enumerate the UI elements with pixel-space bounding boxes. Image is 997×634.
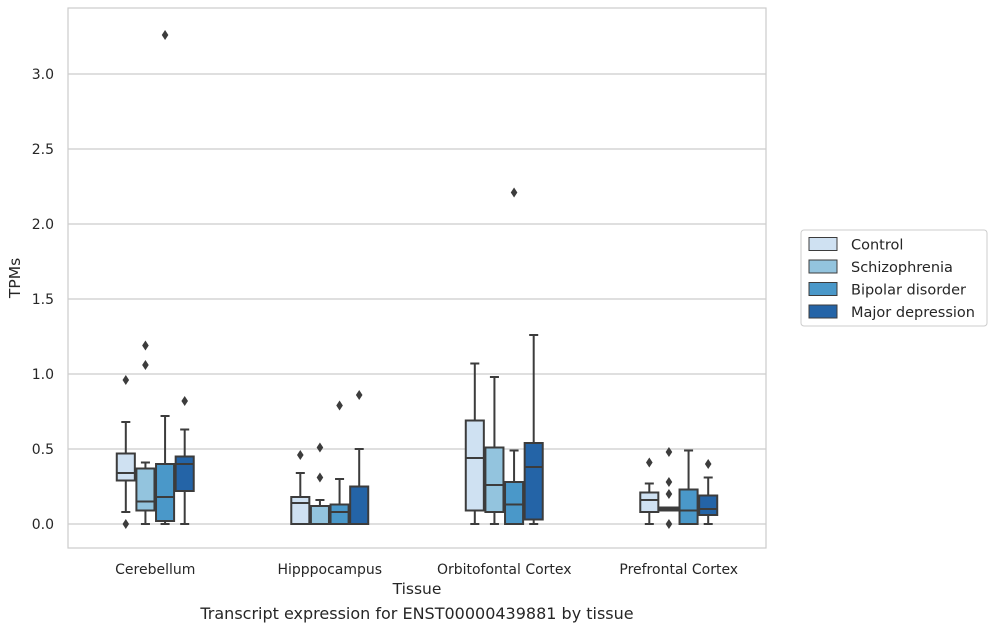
box-group (639, 457, 660, 525)
legend-entry-label: Major depression (851, 305, 975, 321)
outlier-point (316, 442, 324, 453)
box-iqr (639, 491, 660, 513)
x-tick-label: Hipppocampus (277, 562, 382, 578)
box-group (329, 400, 350, 525)
legend-frame (800, 229, 988, 327)
y-tick-label: 1.0 (32, 367, 54, 383)
outlier-point (646, 457, 653, 468)
box-group (678, 449, 699, 525)
box-iqr (174, 455, 195, 492)
x-axis-label: Tissue (392, 580, 442, 598)
box-group (115, 375, 136, 529)
outlier-point (122, 375, 130, 385)
box-iqr (115, 452, 136, 482)
box-iqr (290, 496, 311, 525)
outlier-point (316, 472, 324, 483)
box-group (464, 362, 485, 525)
box-group (135, 340, 156, 525)
box-iqr (155, 463, 176, 522)
legend-entry-label: Control (851, 238, 903, 254)
legend: Control Schizophrenia Bipolar disorder Majo… (800, 229, 988, 327)
figure-caption: Transcript expression for ENST0000043988… (200, 604, 634, 623)
box-iqr (135, 467, 156, 512)
box-iqr (678, 488, 699, 525)
box-group (155, 30, 176, 525)
x-tick-label: Cerebellum (115, 562, 195, 578)
outlier-point (510, 187, 518, 198)
grid-lines (68, 73, 766, 525)
box-group (504, 187, 525, 525)
legend-swatch (808, 237, 838, 251)
outlier-point (355, 390, 363, 400)
outlier-point (297, 450, 304, 460)
outlier-point (142, 340, 149, 351)
y-axis-label: TPMs (6, 258, 24, 299)
legend-swatch (808, 304, 838, 319)
box-iqr (484, 446, 505, 513)
box-group (349, 390, 370, 525)
box-iqr (329, 503, 350, 525)
outlier-point (665, 477, 673, 487)
outlier-point (336, 400, 343, 411)
legend-entry-label: Schizophrenia (851, 260, 953, 276)
legend-entry-label: Bipolar disorder (851, 283, 966, 299)
plot-frame (67, 7, 767, 549)
y-tick-label: 3.0 (32, 67, 54, 83)
box-group (658, 447, 679, 529)
y-axis-ticks: 0.0 0.5 1.0 1.5 2.0 2.5 3.0 (32, 67, 54, 533)
legend-swatch (808, 282, 838, 296)
y-tick-label: 0.5 (32, 442, 54, 458)
box-group (698, 459, 719, 525)
outlier-point (665, 519, 673, 529)
outlier-point (122, 519, 130, 529)
y-tick-label: 2.5 (32, 142, 54, 158)
box-iqr (698, 494, 719, 516)
box-iqr (464, 419, 485, 512)
outlier-point (181, 396, 188, 406)
box-iqr (309, 505, 330, 525)
box-group (290, 450, 311, 525)
box-iqr (504, 481, 525, 525)
outlier-point (161, 30, 169, 40)
x-tick-label: Orbitofontal Cortex (437, 562, 572, 578)
box-plot-marks (115, 30, 719, 529)
box-group (174, 396, 195, 525)
x-tick-label: Prefrontal Cortex (619, 562, 738, 578)
box-group (484, 376, 505, 525)
outlier-point (704, 459, 712, 469)
legend-swatch (808, 259, 838, 274)
outlier-point (665, 489, 673, 499)
x-axis-ticks: Cerebellum Hipppocampus Orbitofontal Corte… (115, 562, 738, 578)
outlier-point (142, 360, 149, 370)
y-tick-label: 2.0 (32, 217, 54, 233)
box-group (523, 334, 544, 525)
box-group (309, 442, 330, 525)
box-iqr (349, 485, 370, 525)
y-tick-label: 1.5 (32, 292, 54, 308)
box-iqr (523, 442, 544, 521)
outlier-point (665, 447, 673, 457)
y-tick-label: 0.0 (32, 517, 54, 533)
